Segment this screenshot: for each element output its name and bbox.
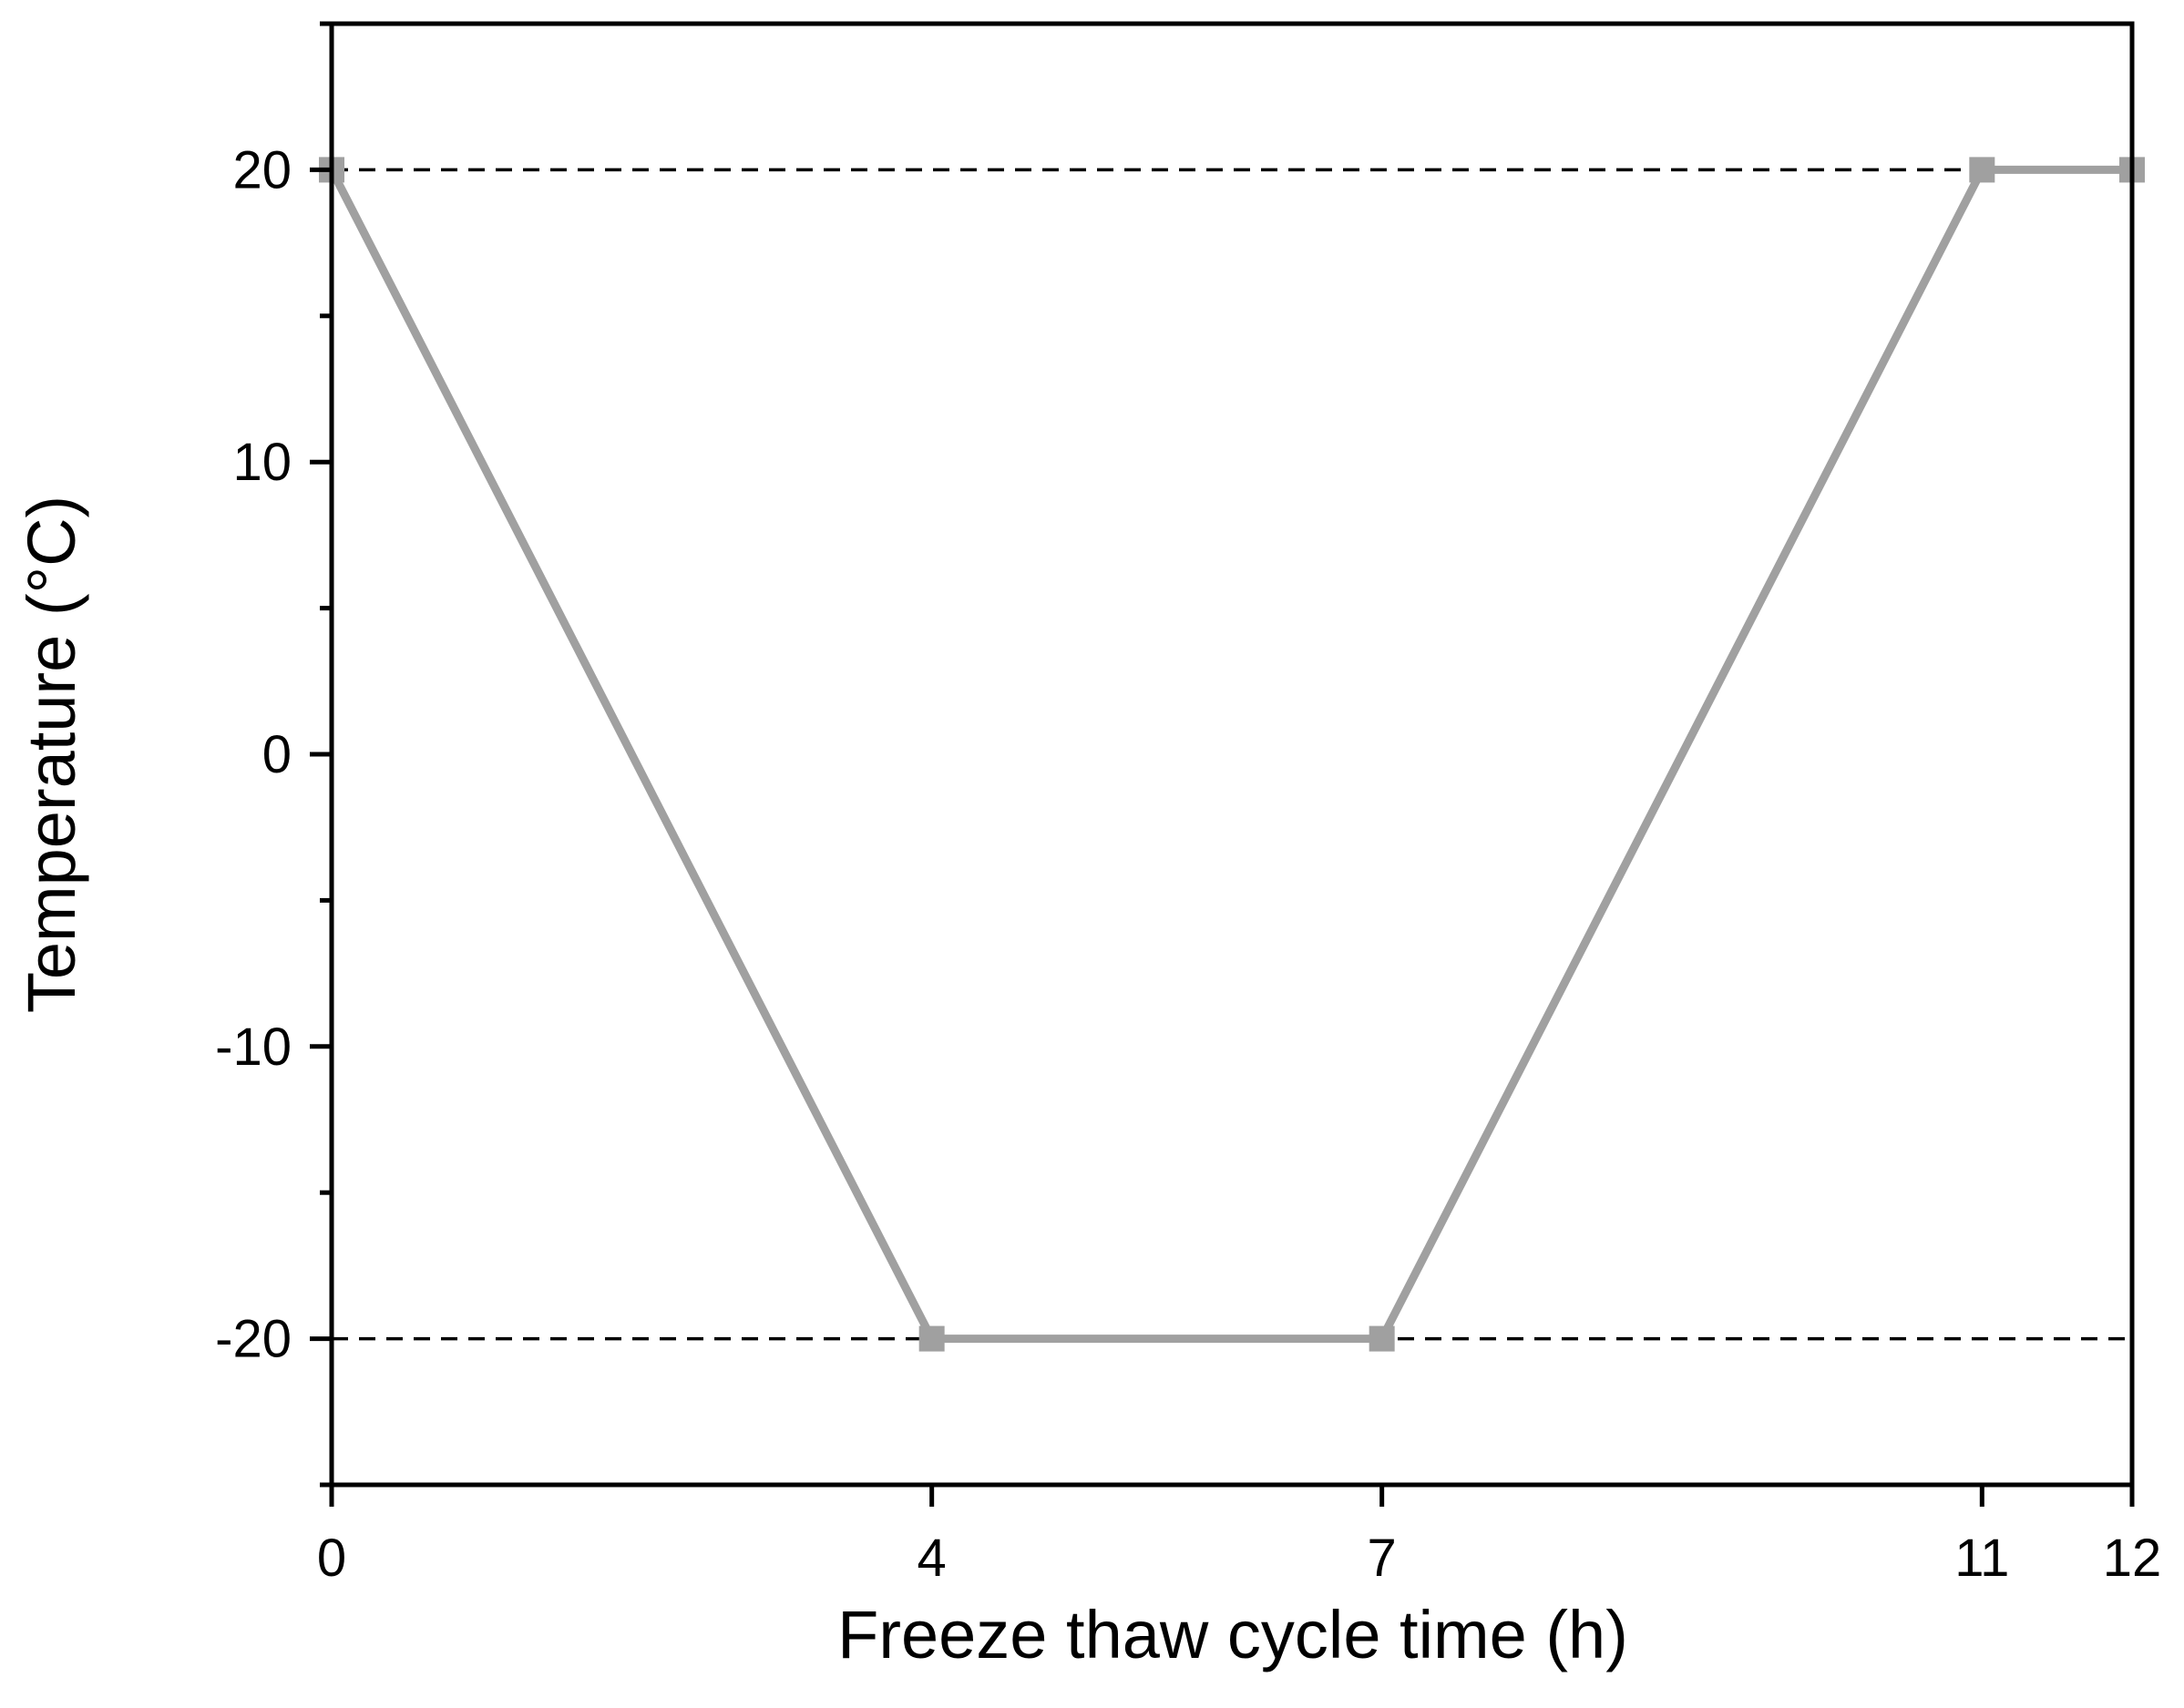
plot-frame: [329, 21, 2135, 1488]
ticks: 0 4 7 11 12 -20 -10 0 10 20: [215, 21, 2162, 1588]
x-tick-label: 0: [317, 1529, 346, 1588]
series-layer: [319, 157, 2145, 1352]
y-tick-label: 0: [262, 725, 292, 784]
x-tick-label: 4: [918, 1529, 947, 1588]
x-tick-label: 12: [2103, 1529, 2162, 1588]
y-tick-label: 20: [232, 140, 292, 199]
x-axis-label: Freeze thaw cycle time (h): [837, 1597, 1628, 1672]
axes: [329, 21, 2135, 1488]
series-line: [327, 165, 2132, 1344]
x-tick-label: 7: [1368, 1529, 1397, 1588]
y-tick-label: -20: [215, 1310, 292, 1369]
y-axis-label: Temperature (°C): [14, 496, 89, 1013]
reference-lines: [332, 168, 2132, 1341]
x-tick-label: 11: [1954, 1529, 2009, 1588]
y-tick-label: 10: [232, 433, 292, 492]
y-tick-label: -10: [215, 1018, 292, 1077]
data-point: [918, 1325, 945, 1352]
data-point: [1369, 1325, 1395, 1352]
data-point: [1969, 157, 1995, 183]
